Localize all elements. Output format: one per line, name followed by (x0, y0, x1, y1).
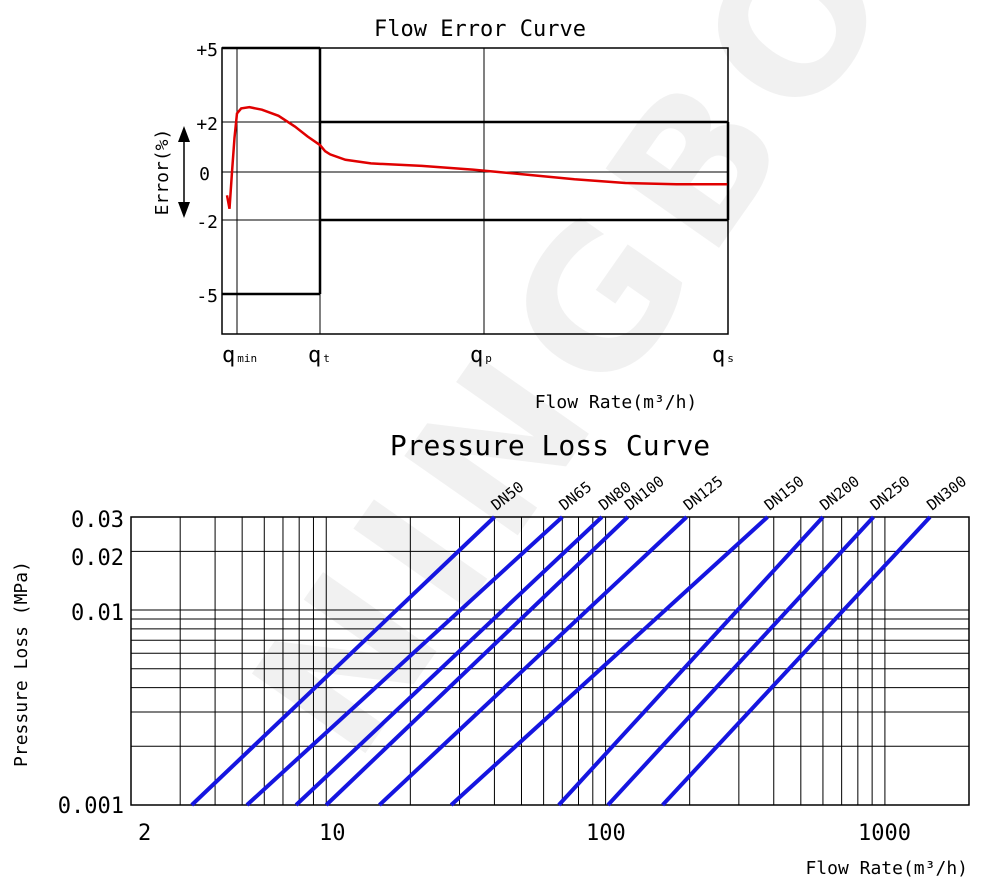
pl-series-label-dn250: DN250 (867, 472, 914, 514)
error-ytick-0: 0 (199, 164, 210, 185)
pl-ytick-003: 0.03 (71, 508, 124, 533)
error-ytick-p5: +5 (196, 40, 218, 61)
pl-ytick-002: 0.02 (71, 546, 124, 571)
error-ylabel-arrow (178, 126, 190, 218)
pl-xtick-1000: 1000 (858, 821, 911, 846)
pl-xlabel: Flow Rate(m³/h) (805, 858, 968, 879)
pl-series-line-dn50 (190, 515, 496, 807)
error-ytick-p2: +2 (196, 114, 218, 135)
error-curve-series (225, 105, 728, 210)
pl-ytick-0001: 0.001 (58, 794, 124, 819)
error-ylabel: Error(%) (152, 129, 173, 216)
pl-chart-title: Pressure Loss Curve (390, 429, 710, 462)
pl-grid (131, 517, 969, 805)
error-mpe-band (222, 46, 730, 296)
pl-series-line-dn150 (449, 515, 769, 807)
pl-series-line-dn125 (378, 515, 688, 807)
pl-xtick-2: 2 (138, 821, 151, 846)
error-ytick-m2: -2 (196, 212, 218, 233)
error-chart-title: Flow Error Curve (374, 17, 586, 42)
pl-series-line-dn200 (557, 515, 825, 807)
pl-series-label-dn150: DN150 (761, 472, 808, 514)
pl-series-line-dn100 (324, 515, 630, 807)
flow-error-chart: Flow Error Curve +5 +2 0 -2 -5 Error(%) (152, 17, 734, 413)
pl-series-label-dn300: DN300 (923, 472, 970, 514)
pl-series-line-dn250 (606, 515, 875, 807)
pl-series-lines (190, 515, 932, 807)
error-xlabel: Flow Rate(m³/h) (535, 392, 698, 413)
pl-series-label-dn200: DN200 (816, 472, 863, 514)
pl-xtick-10: 10 (319, 821, 346, 846)
pl-xtick-100: 100 (586, 821, 626, 846)
pl-series-line-dn300 (661, 515, 932, 807)
pl-series-line-dn65 (245, 515, 564, 807)
pl-series-label-dn125: DN125 (680, 472, 727, 514)
pl-ylabel: Pressure Loss (MPa) (11, 561, 32, 767)
error-xtick-qmin: q min (222, 343, 257, 368)
pl-plot-frame (130, 516, 970, 806)
pl-ytick-001: 0.01 (71, 601, 124, 626)
pl-series-line-dn80 (294, 515, 604, 807)
error-ytick-m5: -5 (196, 286, 218, 307)
